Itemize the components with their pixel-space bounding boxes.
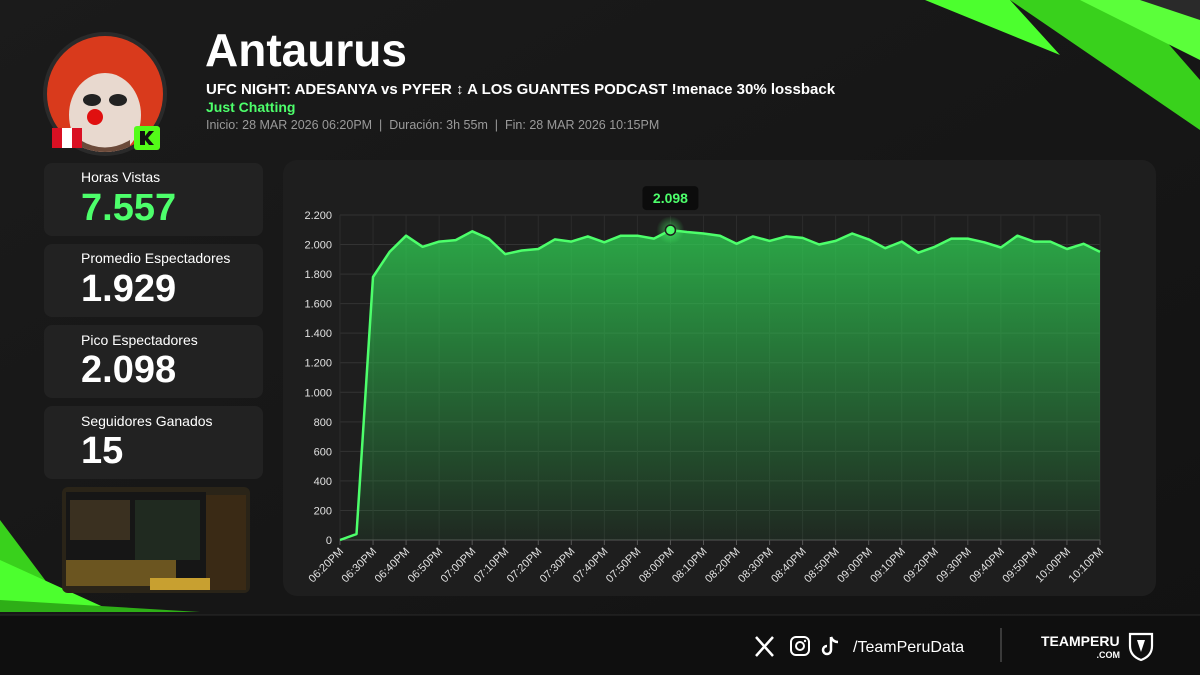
y-tick-label: 800 xyxy=(314,417,332,429)
social-icons xyxy=(755,636,839,657)
y-tick-label: 200 xyxy=(314,505,332,517)
y-tick-label: 1.600 xyxy=(304,299,332,311)
decor-top-right xyxy=(925,0,1200,130)
brand-logo-mark xyxy=(1137,640,1145,652)
stat-value: 2.098 xyxy=(81,349,176,391)
brand-suffix: .COM xyxy=(1097,650,1121,660)
stat-card xyxy=(44,406,263,479)
line xyxy=(339,228,1101,542)
stat-label: Pico Espectadores xyxy=(81,332,198,348)
stream-info: Inicio: 28 MAR 2026 06:20PM | Duración: … xyxy=(206,118,659,132)
peak-point xyxy=(664,224,677,236)
y-tick-label: 0 xyxy=(326,535,332,547)
stat-value: 7.557 xyxy=(81,187,176,229)
decor-bottom-left xyxy=(0,520,200,612)
stat-cards: Horas Vistas 7.557 Promedio Espectadores… xyxy=(44,163,263,479)
stat-card xyxy=(44,325,263,398)
y-tick-label: 1.000 xyxy=(304,387,332,399)
avatar xyxy=(43,32,167,156)
footer-bar xyxy=(0,615,1200,675)
y-tick-label: 400 xyxy=(314,476,332,488)
footer-handle: /TeamPeruData xyxy=(853,639,964,656)
peak-label: 2.098 xyxy=(653,190,688,206)
stat-label: Horas Vistas xyxy=(81,169,160,185)
y-tick-label: 2.200 xyxy=(304,210,332,222)
y-tick-label: 600 xyxy=(314,446,332,458)
y-tick-label: 2.000 xyxy=(304,240,332,252)
stream-category: Just Chatting xyxy=(206,99,295,115)
brand-name: TEAMPERU xyxy=(1041,633,1120,649)
y-tick-label: 1.800 xyxy=(304,269,332,281)
chart: 0 200 400 600 800 1.000 1.200 1.400 1.600 1.800 2.… xyxy=(304,186,1106,585)
stat-card xyxy=(44,244,263,317)
stat-label: Promedio Espectadores xyxy=(81,250,230,266)
y-tick-label: 1.200 xyxy=(304,358,332,370)
streamer-name: Antaurus xyxy=(205,24,407,76)
stream-title: UFC NIGHT: ADESANYA vs PYFER ↕ A LOS GUA… xyxy=(206,81,836,98)
stat-card xyxy=(44,163,263,236)
stat-value: 15 xyxy=(81,430,123,472)
y-tick-label: 1.400 xyxy=(304,328,332,340)
stat-value: 1.929 xyxy=(81,268,176,310)
area-fill xyxy=(340,230,1100,540)
brand-logo xyxy=(1128,632,1154,662)
stream-thumbnail xyxy=(62,487,250,593)
peak-label-box xyxy=(642,186,699,211)
stat-label: Seguidores Ganados xyxy=(81,413,213,429)
